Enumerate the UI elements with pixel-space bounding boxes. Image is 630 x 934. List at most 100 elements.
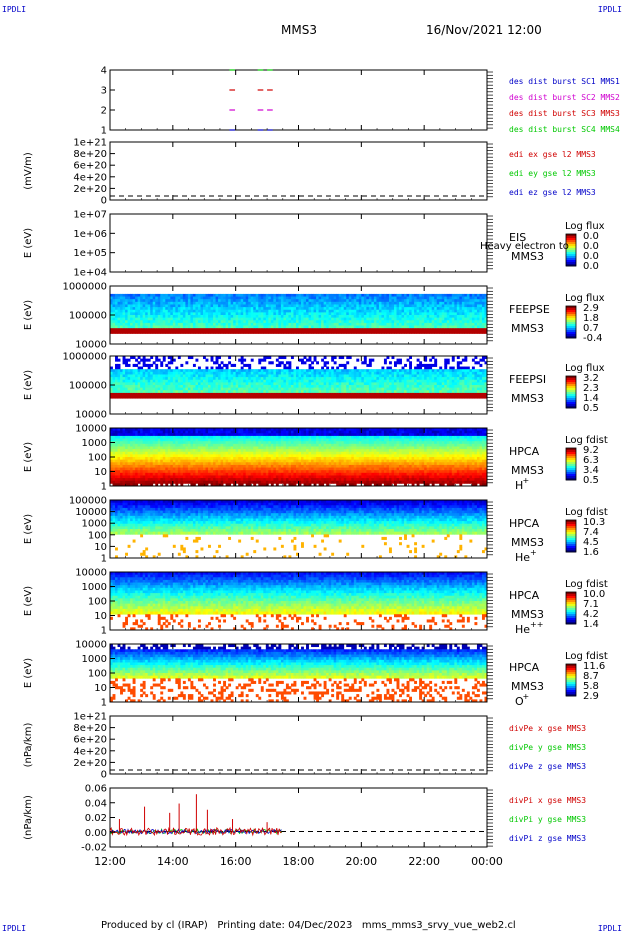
spectrogram-cell	[396, 361, 400, 365]
spectrogram-cell	[155, 451, 159, 455]
spectrogram-cell	[434, 395, 438, 399]
spectrogram-cell	[192, 379, 196, 383]
spectrogram-cell	[117, 328, 121, 332]
spectrogram-cell	[376, 392, 380, 396]
spectrogram-cell	[378, 392, 382, 396]
spectrogram-cell	[399, 328, 402, 332]
spectrogram-cell	[125, 374, 128, 378]
spectrogram-cell	[461, 390, 465, 394]
spectrogram-cell	[152, 307, 156, 311]
spectrogram-cell	[200, 301, 204, 305]
spectrogram-cell	[195, 317, 199, 321]
spectrogram-cell	[220, 317, 224, 321]
spectrogram-cell	[404, 377, 407, 381]
spectrogram-cell	[461, 366, 465, 370]
spectrogram-cell	[449, 307, 453, 311]
spectrogram-cell	[110, 454, 113, 458]
spectrogram-cell	[356, 304, 360, 308]
spectrogram-cell	[338, 356, 342, 360]
spectrogram-cell	[117, 301, 121, 305]
spectrogram-cell	[202, 390, 206, 394]
spectrogram-cell	[414, 299, 418, 303]
spectrogram-cell	[456, 369, 460, 373]
spectrogram-cell	[295, 374, 299, 378]
spectrogram-cell	[444, 312, 448, 316]
spectrogram-cell	[316, 385, 320, 389]
spectrogram-cell	[356, 379, 360, 383]
spectrogram-cell	[197, 312, 201, 316]
spectrogram-cell	[152, 304, 156, 308]
spectrogram-cell	[358, 304, 362, 308]
spectrogram-cell	[424, 307, 428, 311]
spectrogram-cell	[152, 309, 156, 313]
spectrogram-cell	[150, 369, 154, 373]
spectrogram-cell	[383, 299, 387, 303]
spectrogram-cell	[258, 382, 262, 386]
spectrogram-cell	[441, 395, 445, 399]
spectrogram-cell	[484, 317, 488, 321]
spectrogram-cell	[444, 293, 448, 297]
spectrogram-cell	[378, 385, 382, 389]
spectrogram-cell	[220, 374, 224, 378]
spectrogram-cell	[451, 358, 455, 362]
spectrogram-cell	[187, 309, 191, 313]
spectrogram-cell	[270, 330, 274, 334]
spectrogram-cell	[147, 312, 151, 316]
spectrogram-cell	[152, 475, 156, 479]
spectrogram-cell	[293, 371, 297, 375]
spectrogram-cell	[185, 385, 189, 389]
spectrogram-cell	[481, 387, 485, 391]
spectrogram-cell	[265, 328, 269, 332]
spectrogram-cell	[436, 379, 440, 383]
spectrogram-cell	[142, 457, 146, 461]
spectrogram-cell	[429, 379, 433, 383]
spectrogram-cell	[172, 385, 176, 389]
spectrogram-cell	[122, 307, 126, 311]
spectrogram-cell	[185, 377, 189, 381]
spectrogram-cell	[348, 385, 352, 389]
spectrogram-cell	[110, 475, 113, 479]
spectrogram-cell	[152, 387, 156, 391]
spectrogram-cell	[177, 309, 181, 313]
spectrogram-cell	[285, 382, 289, 386]
spectrogram-cell	[250, 377, 254, 381]
spectrogram-cell	[243, 315, 247, 319]
spectrogram-cell	[175, 382, 179, 386]
spectrogram-cell	[293, 304, 297, 308]
spectrogram-cell	[431, 299, 435, 303]
spectrogram-cell	[388, 382, 392, 386]
spectrogram-cell	[356, 358, 360, 362]
spectrogram-cell	[399, 358, 402, 362]
spectrogram-cell	[165, 382, 169, 386]
spectrogram-cell	[147, 371, 151, 375]
spectrogram-cell	[338, 395, 342, 399]
spectrogram-cell	[135, 296, 139, 300]
spectrogram-cell	[285, 317, 289, 321]
spectrogram-cell	[145, 467, 149, 471]
spectrogram-cell	[456, 385, 460, 389]
spectrogram-cell	[439, 315, 443, 319]
spectrogram-cell	[125, 446, 128, 450]
spectrogram-cell	[368, 312, 372, 316]
spectrogram-cell	[464, 299, 468, 303]
spectrogram-cell	[160, 307, 164, 311]
spectrogram-cell	[130, 320, 134, 324]
spectrogram-cell	[303, 320, 307, 324]
spectrogram-cell	[434, 322, 438, 326]
spectrogram-cell	[162, 379, 166, 383]
spectrogram-cell	[411, 387, 415, 391]
spectrogram-cell	[313, 374, 317, 378]
spectrogram-cell	[290, 374, 294, 378]
spectrogram-cell	[273, 387, 277, 391]
spectrogram-cell	[130, 457, 134, 461]
spectrogram-cell	[205, 371, 209, 375]
colorbar-step	[566, 384, 576, 387]
spectrogram-cell	[404, 307, 407, 311]
spectrogram-cell	[459, 382, 463, 386]
spectrogram-cell	[476, 361, 480, 365]
spectrogram-cell	[150, 320, 154, 324]
spectrogram-cell	[401, 392, 405, 396]
spectrogram-cell	[240, 293, 244, 297]
spectrogram-cell	[137, 320, 141, 324]
spectrogram-cell	[260, 312, 264, 316]
